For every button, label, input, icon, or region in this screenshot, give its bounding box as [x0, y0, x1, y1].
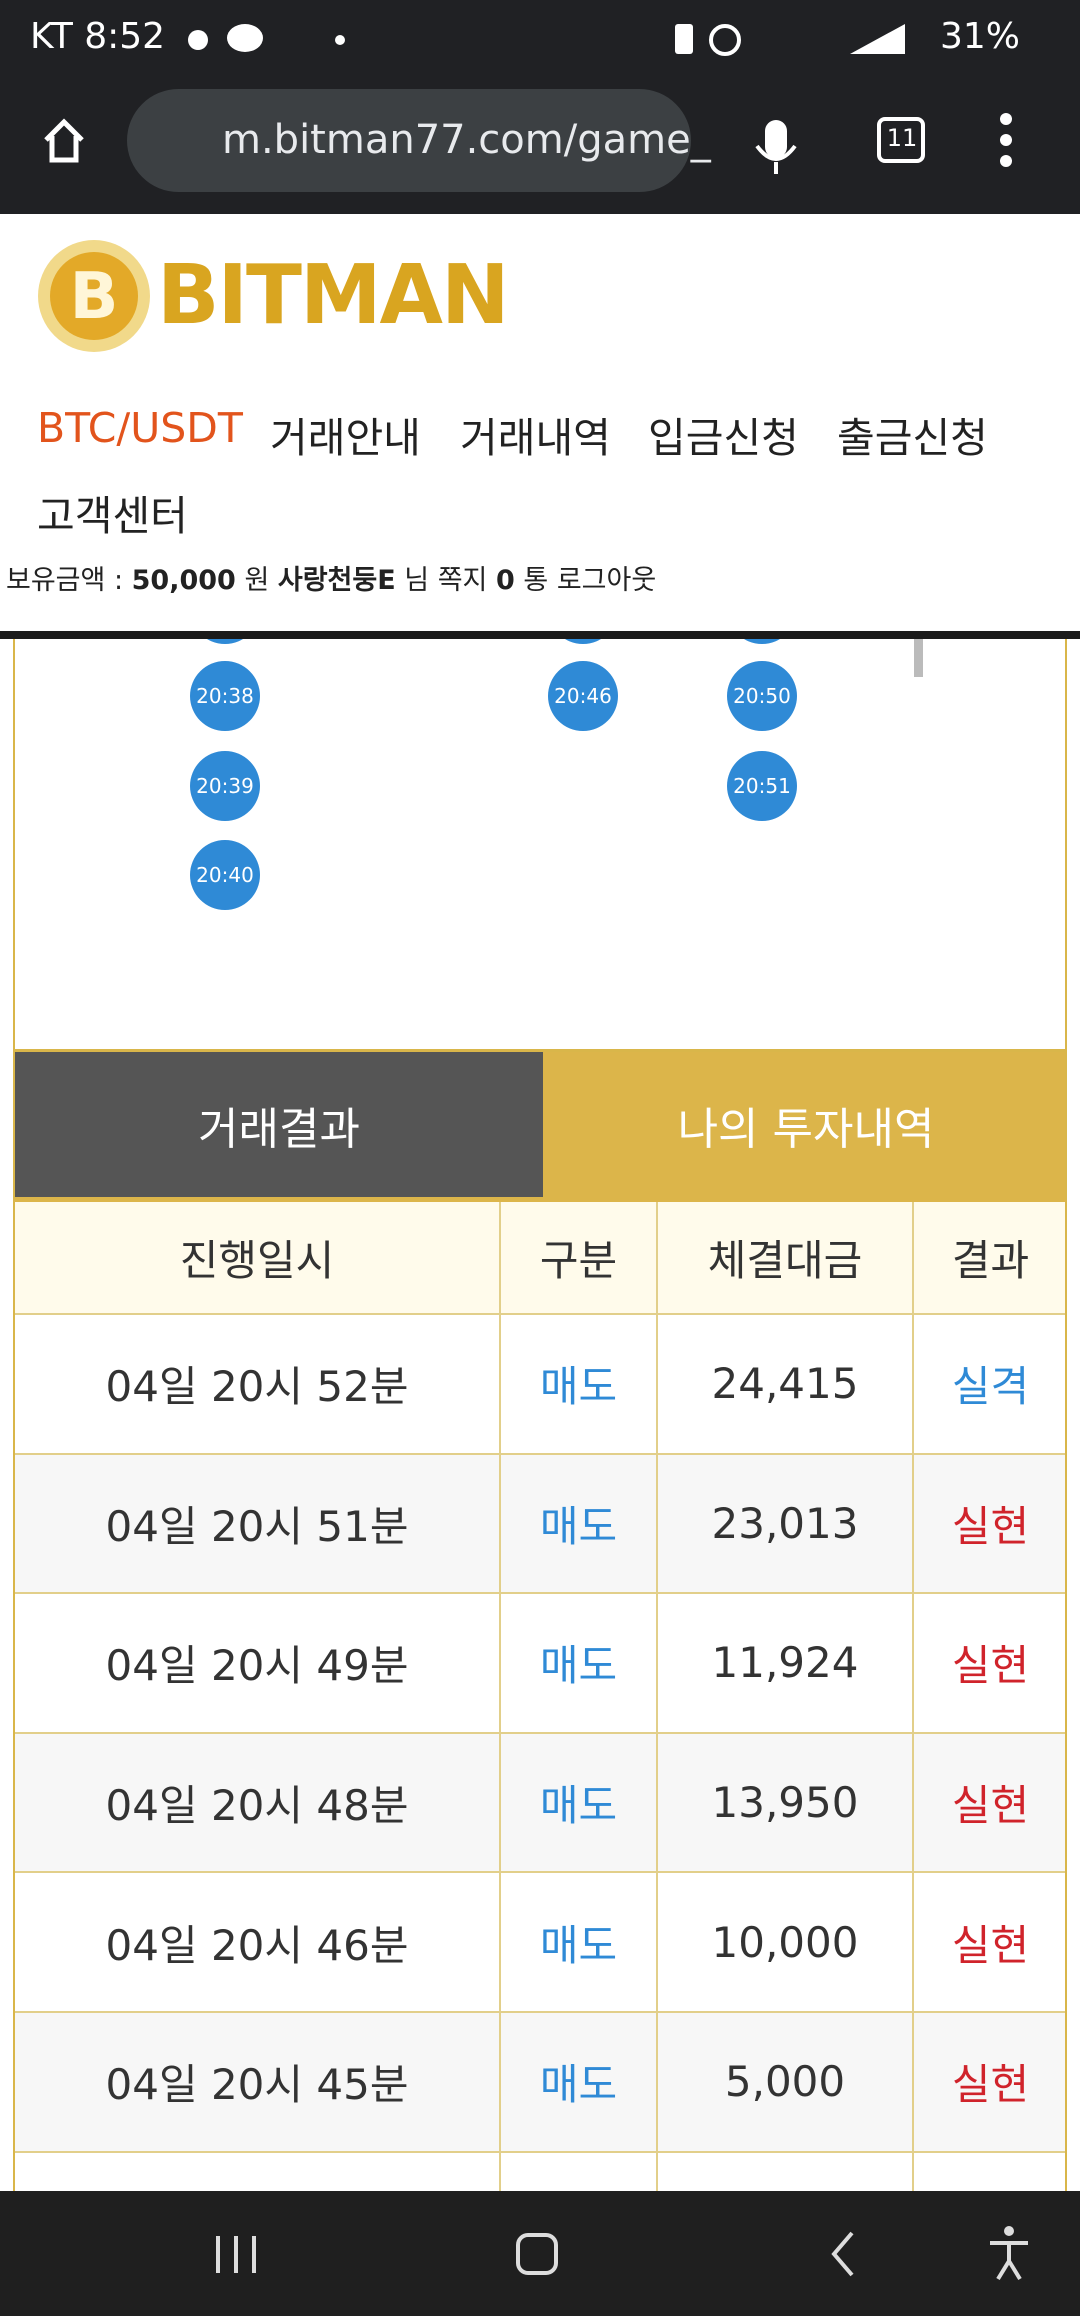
table-cell: 10,000: [658, 1873, 914, 2013]
time-circle: 20:51: [727, 750, 797, 821]
content: 20:38 20:39 20:40 20:46 20:50 20:51 거래결과 나의 투자내…: [13, 639, 1067, 2191]
time-circle-partial: [190, 639, 260, 644]
balance-unit: 원: [244, 565, 270, 596]
tab[interactable]: 거래결과: [15, 1052, 543, 1197]
battery: 31%: [940, 16, 1021, 57]
nav-item[interactable]: 입금신청: [648, 414, 799, 462]
table-cell: 실현: [914, 2013, 1065, 2153]
message-unit: 통: [523, 565, 549, 596]
table-cell: 04일 20시 46분: [15, 1873, 501, 2013]
tab-count[interactable]: 11: [886, 124, 918, 152]
time-circle: 20:40: [190, 840, 260, 910]
time-circle: 20:50: [727, 661, 797, 731]
url-bar[interactable]: [127, 89, 691, 192]
browser-chrome: KT 8:52 31% m.bitman77.com/game_ 11: [0, 0, 1080, 214]
svg-text:B: B: [70, 260, 119, 334]
balance: 50,000: [131, 565, 236, 596]
column-header: 결과: [914, 1202, 1065, 1315]
url-text: m.bitman77.com/game_: [222, 117, 711, 163]
nav-item[interactable]: 거래안내: [270, 414, 421, 462]
nav-item[interactable]: BTC/USDT: [37, 404, 243, 452]
tab[interactable]: 나의 투자내역: [543, 1052, 1065, 1197]
logo-text: BITMAN: [157, 248, 510, 343]
table-cell-partial: [15, 2152, 501, 2191]
table-cell: 04일 20시 45분: [15, 2013, 501, 2153]
line: [15, 1197, 1065, 1202]
message-label[interactable]: 쪽지: [437, 565, 488, 596]
table-cell: 11,924: [658, 1594, 914, 1734]
table-cell: 매도: [501, 1873, 658, 2013]
time-circle-partial: [548, 639, 618, 644]
nav-item[interactable]: 출금신청: [837, 414, 988, 462]
scrollbar: [914, 639, 923, 677]
table-cell: 실현: [914, 1594, 1065, 1734]
table-cell: 실현: [914, 1733, 1065, 1874]
table-cell: 매도: [501, 2013, 658, 2153]
user-info: 보유금액 : 50,000 원 사랑천둥E 님 쪽지 0 통 로그아웃: [6, 558, 656, 597]
table-cell: 매도: [501, 1315, 658, 1455]
message-count: 0: [496, 565, 515, 596]
table-cell: 매도: [501, 1594, 658, 1734]
table-cell: 23,013: [658, 1454, 914, 1595]
table-cell: 04일 20시 52분: [15, 1315, 501, 1455]
site-header: B BITMAN 보유금액 : 50,000 원 사랑천둥E 님 쪽지 0 통 …: [0, 214, 1080, 633]
time-circle: 20:38: [190, 661, 260, 731]
table-cell: 5,000: [658, 2013, 914, 2153]
table-cell: 04일 20시 48분: [15, 1733, 501, 1874]
table-cell: 13,950: [658, 1733, 914, 1874]
table-cell: 실현: [914, 1454, 1065, 1595]
table-cell-partial: [658, 2152, 914, 2191]
time-circle: 20:39: [190, 750, 260, 821]
table-cell: 실현: [914, 1873, 1065, 2013]
table-cell: 04일 20시 51분: [15, 1454, 501, 1595]
time-circle-partial: [727, 639, 797, 644]
carrier-time: KT 8:52: [30, 16, 166, 57]
column-header: 체결대금: [658, 1202, 914, 1315]
system-nav-icons: [216, 2226, 1028, 2281]
table-cell: 실격: [914, 1315, 1065, 1455]
table-cell-partial: [501, 2152, 658, 2191]
time-circle: 20:46: [548, 661, 618, 731]
line: [15, 1049, 1065, 1052]
table-cell: 매도: [501, 1733, 658, 1874]
table-cell: 매도: [501, 1454, 658, 1595]
table-cell: 04일 20시 49분: [15, 1594, 501, 1734]
system-nav: [0, 2191, 1080, 2316]
honorific: 님: [404, 565, 430, 596]
table-cell-partial: [914, 2152, 1065, 2191]
column-header: 진행일시: [15, 1202, 501, 1315]
logout[interactable]: 로그아웃: [556, 565, 657, 596]
nav-item[interactable]: 거래내역: [460, 414, 611, 462]
nav-item[interactable]: 고객센터: [37, 492, 188, 540]
table-cell: 24,415: [658, 1315, 914, 1455]
header-divider: [0, 631, 1080, 639]
logo-icon: B: [38, 240, 150, 352]
username: 사랑천둥E: [277, 565, 396, 596]
column-header: 구분: [501, 1202, 658, 1315]
balance-label: 보유금액 :: [6, 565, 124, 596]
